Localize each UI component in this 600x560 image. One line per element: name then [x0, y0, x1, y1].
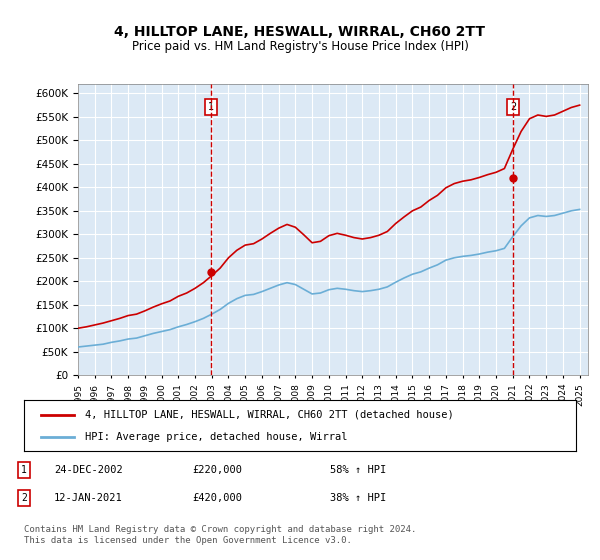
Text: 38% ↑ HPI: 38% ↑ HPI: [330, 493, 386, 503]
Text: 1: 1: [208, 102, 214, 113]
Text: 2: 2: [510, 102, 517, 113]
Text: 12-JAN-2021: 12-JAN-2021: [54, 493, 123, 503]
Text: Price paid vs. HM Land Registry's House Price Index (HPI): Price paid vs. HM Land Registry's House …: [131, 40, 469, 53]
Text: 4, HILLTOP LANE, HESWALL, WIRRAL, CH60 2TT: 4, HILLTOP LANE, HESWALL, WIRRAL, CH60 2…: [115, 25, 485, 39]
Text: 4, HILLTOP LANE, HESWALL, WIRRAL, CH60 2TT (detached house): 4, HILLTOP LANE, HESWALL, WIRRAL, CH60 2…: [85, 409, 454, 419]
Text: 58% ↑ HPI: 58% ↑ HPI: [330, 465, 386, 475]
Text: HPI: Average price, detached house, Wirral: HPI: Average price, detached house, Wirr…: [85, 432, 347, 442]
Text: 1: 1: [21, 465, 27, 475]
Text: 2: 2: [21, 493, 27, 503]
Text: 24-DEC-2002: 24-DEC-2002: [54, 465, 123, 475]
Text: Contains HM Land Registry data © Crown copyright and database right 2024.
This d: Contains HM Land Registry data © Crown c…: [24, 525, 416, 545]
Text: £420,000: £420,000: [192, 493, 242, 503]
Text: £220,000: £220,000: [192, 465, 242, 475]
